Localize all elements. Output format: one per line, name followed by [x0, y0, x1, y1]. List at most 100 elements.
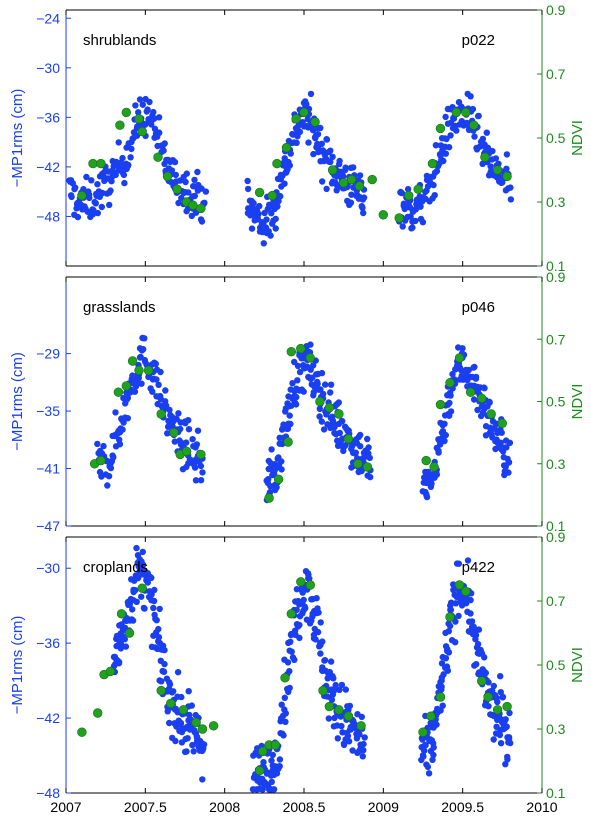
gps-point [327, 658, 335, 665]
right-y-tick-label: 0.3 [546, 456, 566, 472]
gps-point [274, 203, 281, 210]
ndvi-point [427, 158, 438, 169]
left-y-tick-label: −42 [36, 159, 60, 175]
left-y-tick-label: −41 [36, 461, 60, 477]
ndvi-point [105, 666, 116, 677]
gps-point [472, 373, 480, 381]
gps-point [484, 144, 492, 151]
ndvi-point [404, 190, 414, 201]
gps-point [441, 437, 448, 445]
gps-point [497, 689, 504, 696]
left-y-tick-label: −29 [36, 346, 60, 362]
gps-point [156, 605, 163, 613]
gps-point [473, 661, 480, 668]
gps-point [334, 183, 341, 190]
gps-point [357, 431, 364, 439]
right-y-tick-label: 0.1 [546, 518, 566, 534]
gps-point [191, 176, 198, 184]
ndvi-point [310, 117, 320, 127]
gps-point [160, 668, 168, 675]
ndvi-point [445, 612, 455, 622]
gps-point [144, 579, 151, 586]
gps-point [485, 679, 492, 686]
gps-point [300, 388, 307, 395]
gps-point [422, 742, 429, 749]
gps-point [318, 418, 325, 425]
ndvi-point [286, 609, 296, 619]
right-y-axis-label: NDVI [569, 120, 586, 156]
gps-point [286, 668, 293, 675]
gps-point [265, 476, 272, 483]
left-y-tick-label: −48 [36, 208, 60, 224]
gps-point [318, 369, 326, 377]
gps-point [174, 669, 182, 676]
gps-point [329, 153, 336, 160]
gps-point [115, 139, 122, 146]
gps-point [470, 396, 478, 403]
ndvi-point [492, 165, 503, 175]
gps-point [320, 390, 327, 398]
gps-point [471, 363, 478, 371]
gps-point [94, 181, 101, 188]
ndvi-point [127, 356, 138, 366]
ndvi-point [124, 628, 135, 638]
gps-point [150, 604, 157, 612]
gps-point [280, 421, 287, 428]
ndvi-point [77, 727, 87, 737]
right-y-tick-label: 0.9 [546, 2, 566, 18]
left-y-tick-label: −30 [36, 60, 60, 76]
gps-point [115, 658, 123, 666]
gps-point [272, 225, 279, 232]
gps-point [281, 180, 288, 187]
gps-point [161, 646, 168, 654]
gps-point [110, 454, 117, 461]
ndvi-point [477, 393, 487, 404]
ndvi-point [208, 721, 219, 731]
ndvi-point [477, 676, 487, 686]
right-y-tick-label: 0.5 [546, 130, 566, 146]
gps-point [314, 628, 322, 636]
gps-point [505, 459, 513, 466]
gps-point [467, 93, 474, 100]
gps-point [150, 115, 158, 122]
ndvi-point [327, 165, 338, 175]
ndvi-point [134, 365, 144, 376]
ndvi-point [267, 190, 277, 201]
gps-point [467, 610, 474, 617]
gps-point [124, 415, 131, 422]
gps-point [107, 464, 115, 472]
gps-point [412, 206, 419, 213]
gps-point [161, 140, 168, 147]
gps-point [98, 203, 106, 211]
gps-point [175, 410, 182, 417]
x-tick-label: 2007.5 [124, 799, 167, 815]
ndvi-point [315, 396, 325, 407]
right-y-axis-label: NDVI [569, 384, 586, 420]
gps-point [360, 209, 367, 217]
gps-point [306, 575, 313, 582]
gps-point [84, 208, 91, 215]
gps-point [398, 189, 406, 197]
gps-point [273, 484, 280, 491]
gps-point [186, 711, 193, 719]
gps-point [479, 135, 487, 143]
gps-point [108, 178, 115, 185]
gps-point [318, 140, 325, 147]
gps-point [294, 362, 302, 370]
ndvi-point [362, 462, 373, 472]
ndvi-point [418, 727, 428, 737]
ndvi-point [96, 158, 106, 169]
ndvi-point [492, 705, 503, 715]
ndvi-point [296, 577, 306, 587]
ndvi-point [191, 717, 201, 728]
right-y-tick-label: 0.9 [546, 269, 566, 285]
left-y-tick-label: −36 [36, 109, 60, 125]
gps-point [420, 753, 427, 760]
gps-point [481, 385, 488, 392]
ndvi-point [88, 158, 98, 169]
gps-point [321, 657, 329, 664]
gps-point [133, 544, 140, 552]
gps-point [153, 617, 160, 624]
gps-point [307, 341, 314, 348]
ndvi-point [162, 171, 173, 182]
